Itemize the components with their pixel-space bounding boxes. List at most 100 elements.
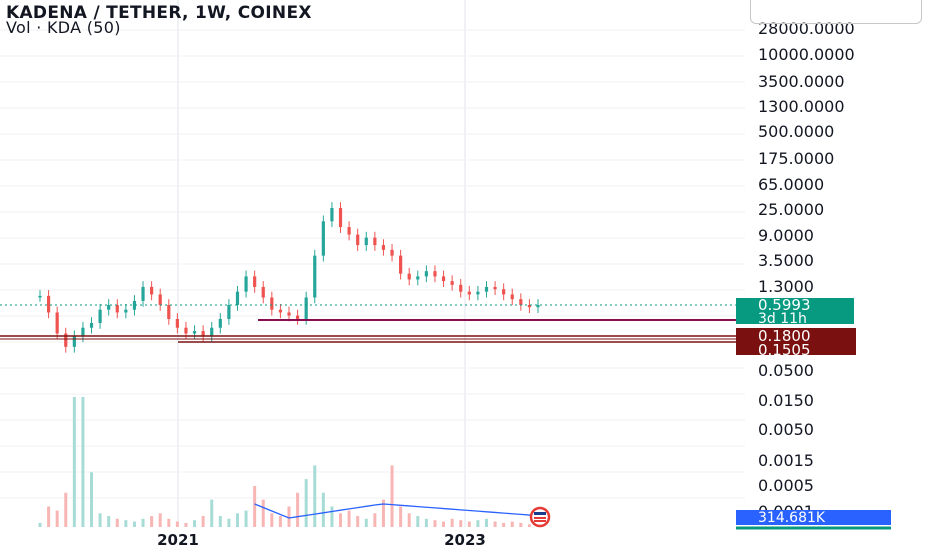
- candlesticks: [38, 202, 540, 353]
- volume-bar: [90, 472, 94, 527]
- candle-body: [89, 322, 94, 328]
- price-tick-label: 1.3000: [758, 277, 814, 296]
- volume-bar: [450, 518, 454, 527]
- candle-body: [330, 208, 334, 222]
- candle-body: [304, 297, 308, 319]
- candle-body: [235, 291, 240, 305]
- volume-bar: [47, 506, 51, 527]
- volume-bar: [167, 518, 171, 527]
- last-price-badge: [736, 298, 854, 324]
- candle-body: [347, 227, 351, 235]
- volume-bar: [107, 516, 111, 527]
- volume-bar: [270, 513, 274, 527]
- price-tick-label: 65.0000: [758, 175, 824, 194]
- candle-body: [536, 304, 540, 308]
- volume-bar: [150, 516, 154, 527]
- volume-bar: [373, 513, 377, 527]
- candle-body: [441, 276, 446, 282]
- volume-bar: [381, 499, 385, 527]
- price-tick-label: 9.0000: [758, 226, 814, 245]
- volume-bar: [321, 492, 325, 527]
- candle-body: [476, 291, 480, 295]
- volume-bar: [364, 518, 368, 527]
- volume-bar: [64, 492, 68, 527]
- volume-indicator-label: Vol · KDA (50): [6, 18, 121, 37]
- volume-ma-line: [254, 503, 539, 519]
- volume-bar: [399, 506, 403, 527]
- candle-body: [261, 286, 265, 298]
- volume-bar: [193, 520, 197, 527]
- candle-body: [338, 208, 343, 228]
- candle-body: [424, 271, 428, 277]
- volume-bar: [158, 513, 162, 527]
- level-label: 0.1800: [758, 327, 811, 345]
- candle-body: [184, 327, 188, 334]
- price-tick-label: 3500.0000: [758, 72, 845, 91]
- candle-body: [64, 333, 68, 347]
- volume-bar: [261, 499, 265, 527]
- chart-title: KADENA / TETHER, 1W, COINEX: [6, 3, 312, 23]
- countdown-label: 3d 11h: [758, 311, 807, 327]
- candle-body: [227, 304, 231, 319]
- price-tick-label: 0.0015: [758, 451, 814, 470]
- volume-value-label: 314.681K: [758, 510, 826, 526]
- candle-body: [72, 336, 76, 347]
- level-label: 0.1505: [758, 341, 811, 359]
- flag-icon-stripe: [534, 512, 546, 515]
- volume-bar: [287, 506, 291, 527]
- price-levels: [0, 304, 745, 343]
- chart-grid: [0, 0, 745, 527]
- time-axis: 2021 2023: [157, 531, 486, 549]
- last-price-label: 0.5993: [758, 296, 811, 314]
- candle-body: [218, 318, 222, 328]
- candle-body: [81, 327, 85, 337]
- price-axis: 28000.000010000.00003500.00001300.000050…: [529, 19, 891, 530]
- volume-bar: [467, 521, 471, 527]
- candle-body: [381, 245, 386, 250]
- candle-body: [287, 312, 291, 316]
- candle-body: [356, 234, 360, 246]
- candle-body: [244, 276, 248, 292]
- candle-body: [201, 331, 205, 337]
- volume-bar: [175, 521, 179, 527]
- candle-body: [141, 286, 145, 301]
- volume-bar: [459, 520, 463, 527]
- candle-body: [407, 273, 411, 280]
- candle-body: [253, 276, 257, 287]
- volume-bar: [227, 518, 231, 527]
- candle-body: [433, 271, 437, 277]
- volume-bar: [278, 516, 282, 527]
- volume-bar: [493, 521, 497, 527]
- volume-bar: [81, 397, 85, 527]
- volume-bar: [235, 513, 239, 527]
- candle-body: [98, 309, 102, 323]
- volume-bar: [253, 485, 257, 527]
- candle-body: [364, 237, 368, 246]
- volume-bar: [502, 522, 506, 527]
- price-tick-label: 0.0500: [758, 361, 814, 380]
- volume-bar: [484, 518, 488, 527]
- candle-body: [150, 286, 154, 295]
- candle-body: [510, 294, 514, 300]
- candle-body: [46, 295, 51, 313]
- candle-body: [270, 297, 274, 310]
- volume-bar: [38, 522, 42, 527]
- candle-body: [493, 286, 497, 290]
- volume-bar: [510, 521, 514, 527]
- volume-value-badge: [736, 510, 891, 525]
- volume-bar: [184, 522, 188, 527]
- candle-body: [124, 309, 128, 313]
- candle-body: [416, 276, 420, 280]
- candle-body: [132, 300, 137, 310]
- volume-bar: [424, 518, 428, 527]
- volume-bar: [201, 516, 205, 527]
- price-tick-label: 10000.0000: [758, 45, 855, 64]
- volume-bar: [124, 520, 128, 527]
- candle-body: [38, 295, 42, 298]
- volume-bar: [527, 524, 531, 527]
- price-tick-label: 0.0005: [758, 476, 814, 495]
- candle-body: [107, 304, 111, 310]
- volume-bar: [416, 516, 420, 527]
- flag-icon: [529, 506, 551, 528]
